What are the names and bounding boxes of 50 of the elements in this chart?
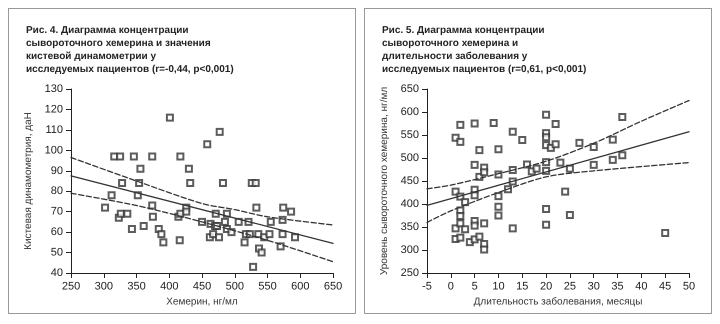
x-tick-label: -5 [422,280,432,292]
x-tick-label: 450 [192,280,212,292]
x-tick-label: 0 [448,280,454,292]
x-axis-title: Длительность заболевания, месяцы [474,296,642,308]
y-tick-label: 120 [44,103,63,116]
line-series [70,156,334,226]
x-tick-label: 30 [588,280,600,292]
y-tick-label: 80 [50,185,63,198]
line-series [426,100,690,190]
x-tick-label: 25 [564,280,576,292]
x-tick-label: 300 [94,280,113,292]
y-tick-label: 40 [50,267,63,279]
x-tick-label: 500 [226,280,244,292]
x-tick-label: 50 [682,280,696,292]
x-tick-label: 400 [160,280,178,292]
x-tick-label: 250 [62,280,80,292]
chart-title: Рис. 5. Диаграмма концентрации сывороточного хемерина и длительности заболевания у исследуемых пациентов (r=0,61, p<0,001) [382,25,586,75]
y-tick-label: 130 [44,83,63,95]
x-tick-label: 40 [635,280,648,292]
x-axis-title: Хемерин, нг/мл [166,296,238,308]
y-tick-label: 550 [400,129,419,141]
line-series [70,192,334,262]
x-tick-label: 650 [324,280,342,292]
y-tick-label: 400 [400,198,419,210]
y-tick-label: 50 [50,246,63,259]
y-tick-label: 90 [50,164,63,177]
x-tick-label: 350 [127,280,146,292]
line-series [426,162,690,224]
y-axis-title: Кистевая динамометрия, даН [23,112,34,250]
chart-title: Рис. 4. Диаграмма концентрации сывороточного хемерина и значения кистевой динамометрии у исследуемых пациентов (r=-0,44, p<0,001) [26,25,234,75]
x-tick-label: 45 [659,280,672,292]
y-tick-label: 600 [400,106,419,118]
y-axis-title: Уровень сывороточного хемерина, нг/мл [379,86,390,276]
y-tick-label: 450 [400,175,419,187]
x-tick-label: 600 [291,280,310,292]
x-tick-label: 35 [611,280,624,292]
x-tick-label: 20 [540,280,552,292]
x-tick-label: 550 [258,280,277,292]
x-tick-label: 10 [492,280,505,292]
x-tick-label: 15 [516,280,528,292]
y-tick-label: 100 [44,144,63,156]
y-tick-label: 300 [400,244,419,256]
y-tick-label: 110 [45,124,63,136]
y-tick-label: 70 [50,206,63,218]
y-tick-label: 500 [400,152,419,164]
y-tick-label: 350 [400,221,419,233]
y-tick-label: 250 [400,267,419,279]
y-tick-label: 650 [400,83,419,95]
y-tick-label: 60 [50,226,63,238]
x-tick-label: 5 [472,280,478,292]
